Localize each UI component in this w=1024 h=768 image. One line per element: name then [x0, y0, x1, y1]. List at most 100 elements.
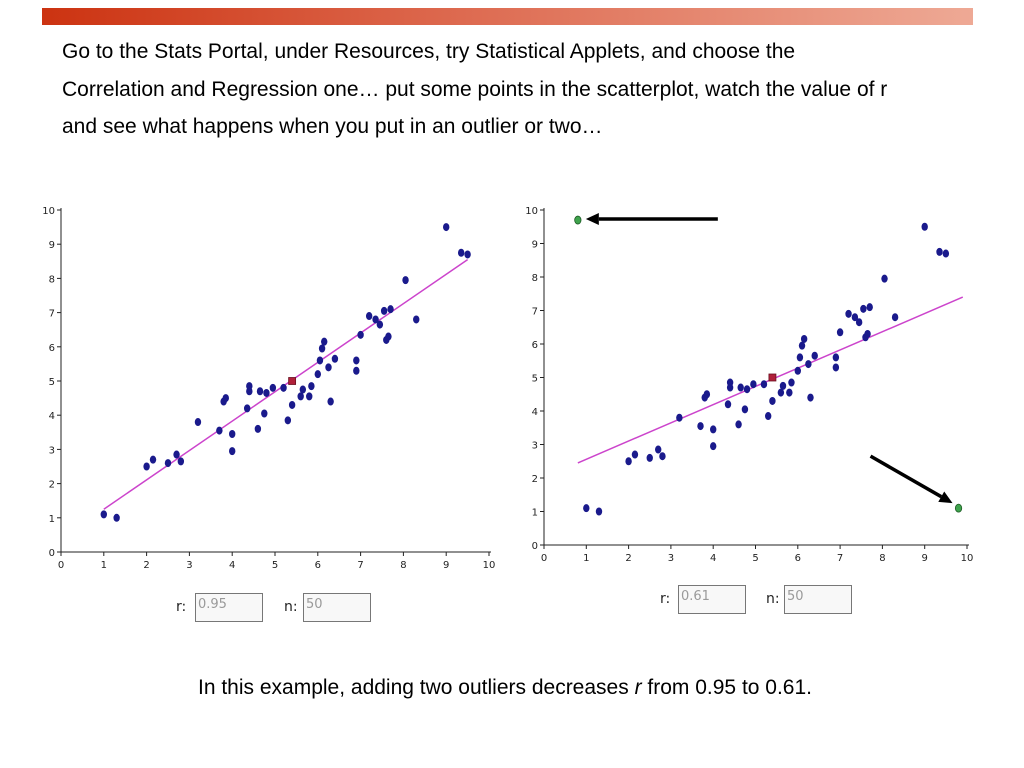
data-point — [583, 504, 590, 513]
data-point — [845, 309, 852, 318]
data-point — [855, 318, 863, 327]
data-point — [387, 305, 394, 314]
data-point — [710, 425, 717, 434]
data-point — [353, 366, 360, 375]
y-tick-label: 2 — [532, 474, 538, 485]
y-tick-label: 3 — [532, 441, 538, 452]
n-value-field[interactable]: 50 — [784, 585, 852, 614]
y-tick-label: 4 — [532, 407, 538, 418]
y-tick-label: 6 — [49, 343, 55, 354]
data-point — [724, 400, 732, 409]
data-point — [263, 388, 270, 397]
mean-point — [288, 377, 297, 385]
data-point — [357, 330, 364, 339]
data-point — [737, 383, 744, 392]
x-tick-label: 4 — [229, 560, 235, 571]
y-tick-label: 5 — [49, 377, 55, 388]
data-point — [788, 378, 795, 387]
data-point — [376, 320, 384, 329]
r-label: r: — [660, 591, 671, 607]
data-point — [851, 313, 859, 322]
data-point — [288, 400, 296, 409]
x-tick-label: 7 — [837, 553, 843, 564]
data-point — [216, 426, 223, 435]
data-point — [750, 380, 757, 389]
y-tick-label: 1 — [532, 508, 538, 519]
data-point — [269, 383, 277, 392]
data-point — [100, 510, 108, 519]
data-point — [735, 420, 742, 429]
data-point — [760, 380, 768, 389]
data-point — [385, 332, 392, 341]
data-point — [864, 329, 871, 338]
data-point — [297, 392, 304, 401]
data-point — [625, 457, 632, 466]
data-point — [306, 392, 313, 401]
data-point — [832, 353, 840, 362]
y-tick-label: 5 — [532, 374, 538, 385]
x-tick-label: 4 — [710, 553, 716, 564]
outlier-point — [574, 215, 582, 225]
x-tick-label: 6 — [795, 553, 801, 564]
data-point — [881, 274, 888, 283]
data-point — [246, 382, 253, 391]
data-point — [402, 276, 409, 285]
data-point — [173, 450, 180, 459]
data-point — [659, 452, 666, 461]
data-point — [942, 249, 950, 258]
x-tick-label: 8 — [400, 560, 406, 571]
data-point — [194, 418, 202, 427]
n-value-field[interactable]: 50 — [303, 593, 371, 622]
outlier-arrow-top-head — [585, 213, 599, 226]
r-label: r: — [176, 599, 187, 615]
y-tick-label: 2 — [49, 480, 55, 491]
data-point — [222, 394, 229, 403]
x-tick-label: 9 — [443, 560, 449, 571]
data-point — [316, 356, 324, 365]
r-value-field[interactable]: 0.61 — [678, 585, 746, 614]
y-tick-label: 0 — [532, 541, 538, 552]
scatterplot-before[interactable]: 0 1 2 3 4 5 6 7 8 9 10 0 1 2 3 4 5 6 7 8 9 10 — [34, 195, 504, 575]
data-point — [229, 447, 236, 456]
data-point — [631, 450, 639, 459]
data-point — [254, 424, 262, 433]
data-point — [143, 462, 150, 471]
x-tick-label: 10 — [483, 560, 496, 571]
data-point — [331, 354, 339, 363]
x-tick-label: 1 — [101, 560, 107, 571]
data-point — [325, 363, 332, 372]
data-point — [261, 409, 268, 418]
instructions-text: Go to the Stats Portal, under Resources,… — [62, 40, 888, 138]
x-tick-label: 2 — [143, 560, 149, 571]
y-tick-label: 3 — [49, 445, 55, 456]
x-tick-label: 3 — [668, 553, 674, 564]
r-value-field[interactable]: 0.95 — [195, 593, 263, 622]
n-label: n: — [284, 599, 298, 615]
data-point — [243, 404, 251, 413]
y-tick-label: 7 — [49, 309, 55, 320]
data-point — [921, 222, 928, 231]
data-point — [280, 383, 287, 392]
data-point — [866, 303, 873, 312]
data-point — [697, 422, 704, 431]
x-tick-label: 5 — [752, 553, 758, 564]
scatterplot-after[interactable]: 0 1 2 3 4 5 6 7 8 9 10 0 1 2 3 4 5 6 7 8 9 10 — [517, 195, 992, 575]
y-tick-label: 10 — [525, 206, 538, 217]
y-tick-label: 7 — [532, 307, 538, 318]
data-point — [464, 250, 471, 259]
caption-r-symbol: r — [634, 676, 642, 699]
data-point — [372, 315, 379, 324]
x-tick-label: 2 — [625, 553, 631, 564]
data-point — [836, 328, 844, 337]
y-tick-label: 8 — [49, 274, 55, 285]
data-point — [113, 513, 120, 522]
outlier-point — [954, 503, 963, 513]
y-tick-label: 8 — [532, 273, 538, 284]
data-point — [327, 397, 334, 406]
data-point — [284, 416, 292, 425]
data-point — [595, 507, 603, 516]
data-point — [365, 312, 373, 321]
regression-line — [103, 258, 469, 510]
x-tick-label: 10 — [961, 553, 974, 564]
data-point — [741, 405, 749, 414]
